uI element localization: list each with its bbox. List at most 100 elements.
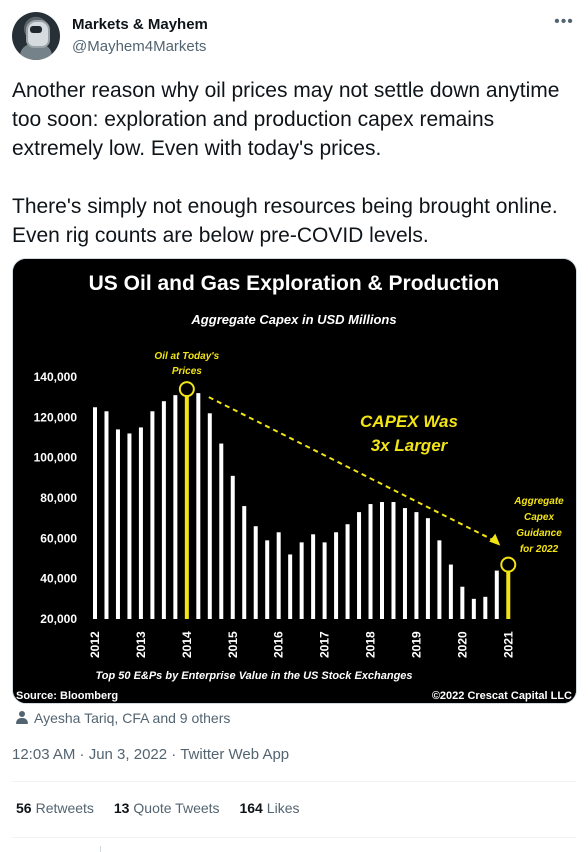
tweet-media-chart[interactable]: US Oil and Gas Exploration & Production … [12,258,577,704]
tweet-stats: 56 Retweets 13 Quote Tweets 164 Likes [16,800,315,816]
tagged-users[interactable]: Ayesha Tariq, CFA and 9 others [16,710,230,730]
y-tick-label: 100,000 [34,451,78,465]
x-tick-label: 2015 [226,631,240,658]
divider [12,837,576,838]
bar [196,393,201,619]
y-tick-label: 80,000 [40,491,77,505]
divider [12,781,576,782]
x-tick-label: 2018 [364,631,378,658]
x-tick-label: 2013 [134,631,148,658]
bar [437,540,442,619]
bar [276,532,281,619]
chart-subtitle: Aggregate Capex in USD Millions [190,312,396,327]
chart-source: Source: Bloomberg [16,690,118,702]
avatar-body-shape [20,44,52,60]
end-annotation-label: Capex [524,512,554,523]
end-annotation-label: Guidance [516,528,562,539]
bar [345,524,350,619]
highlight-bar [184,395,189,619]
retweets-label: Retweets [35,800,94,816]
bar [334,532,339,619]
bar [448,564,453,619]
y-tick-label: 40,000 [40,572,77,586]
peak-marker-circle [178,381,195,398]
y-tick-label: 120,000 [34,410,78,424]
tagged-users-label: Ayesha Tariq, CFA and 9 others [34,710,231,726]
bar [368,504,373,619]
end-marker-circle [500,556,517,573]
end-annotation-label: for 2022 [520,544,559,555]
x-axis: 2012 2013 2014 2015 2016 2017 2018 2019 2020 2021 [88,631,515,658]
bar [253,526,258,619]
bar [494,570,499,619]
author-handle[interactable]: @Mayhem4Markets [72,38,207,55]
bar [311,534,316,619]
x-tick-label: 2012 [88,631,102,658]
tweet-meta: 12:03 AM · Jun 3, 2022 · Twitter Web App [12,746,289,763]
peak-annotation-label: Prices [172,366,202,377]
bar [138,427,143,619]
person-icon [16,711,28,724]
chart-footer: Top 50 E&Ps by Enterprise Value in the U… [95,670,412,682]
trend-annotation-label: 3x Larger [371,436,449,455]
bar [93,407,97,619]
tweet-timestamp[interactable]: 12:03 AM · Jun 3, 2022 [12,746,168,763]
bar [230,475,235,619]
bar [471,598,476,619]
x-tick-label: 2016 [272,631,286,658]
bar [288,554,293,619]
retweets-stat[interactable]: 56 Retweets [16,800,94,816]
bar [391,502,396,619]
peak-annotation-label: Oil at Today's [154,351,219,362]
bar [115,429,120,619]
bar [483,596,488,619]
action-bar-edge [100,846,101,852]
capex-chart: US Oil and Gas Exploration & Production … [13,259,576,703]
y-tick-label: 60,000 [40,531,77,545]
quote-tweets-stat[interactable]: 13 Quote Tweets [114,800,220,816]
meta-separator: · [171,746,181,763]
trend-annotation-label: CAPEX Was [360,412,458,431]
y-axis: 20,000 40,000 60,000 80,000 100,000 120,000 14… [34,370,78,626]
bar [357,512,362,619]
author-display-name[interactable]: Markets & Mayhem [72,16,208,33]
avatar[interactable] [12,12,60,60]
x-tick-label: 2020 [455,631,469,658]
bar [460,586,465,619]
highlight-bar [506,570,511,619]
x-tick-label: 2014 [180,631,194,658]
bar [380,502,384,619]
ellipsis-icon[interactable]: ••• [554,13,574,30]
likes-stat[interactable]: 164 Likes [239,800,299,816]
avatar-visor-shape [30,26,42,33]
bar [425,518,430,619]
annotations: Oil at Today's Prices CAPEX Was 3x Larger Ag… [154,351,564,573]
bar [150,411,155,619]
trend-arrow-head [489,533,501,546]
avatar-helmet-shape [26,20,50,48]
x-tick-label: 2019 [409,631,423,658]
bar [207,413,212,619]
chart-title: US Oil and Gas Exploration & Production [89,272,500,295]
y-tick-label: 20,000 [40,612,77,626]
bar [219,443,224,619]
y-tick-label: 140,000 [34,370,78,384]
bar [322,542,327,619]
quote-tweets-label: Quote Tweets [133,800,220,816]
tweet-source[interactable]: Twitter Web App [180,746,290,763]
end-annotation-label: Aggregate [513,496,564,507]
tweet-header: Markets & Mayhem @Mayhem4Markets ••• [12,12,576,62]
x-tick-label: 2017 [318,631,332,658]
bar [104,411,109,619]
chart-copyright: ©2022 Crescat Capital LLC [432,690,572,702]
bar [127,433,132,619]
quote-tweets-count: 13 [113,800,130,816]
likes-label: Likes [266,800,300,816]
bar [242,506,247,619]
bar [173,395,178,619]
bar [161,401,166,619]
bars [93,393,511,619]
x-tick-label: 2021 [501,631,515,658]
bar [402,508,407,619]
bar [414,512,419,619]
